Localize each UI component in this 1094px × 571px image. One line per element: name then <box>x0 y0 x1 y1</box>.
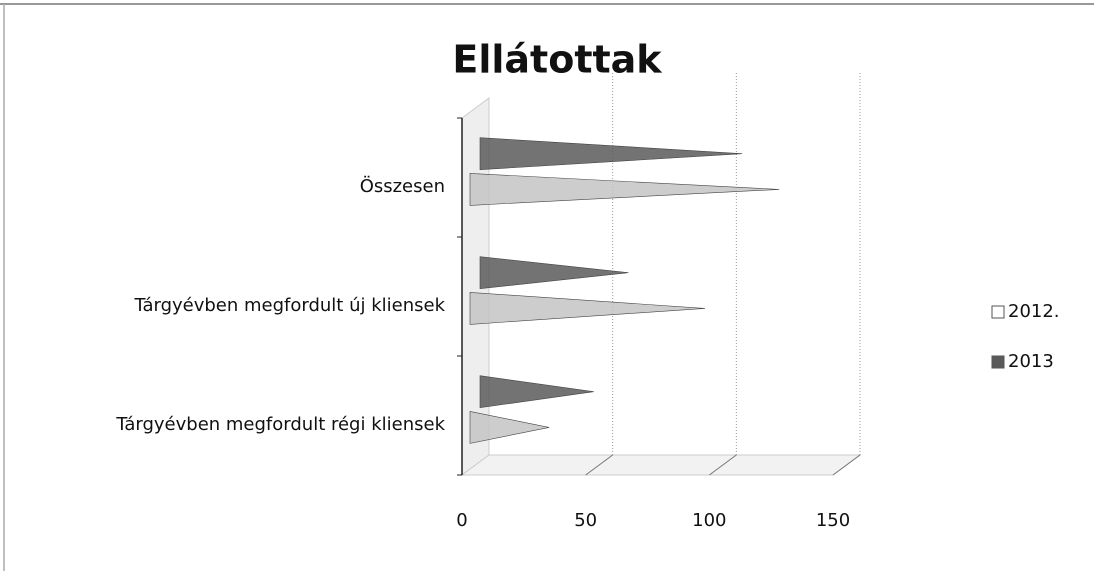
grid-floor-line <box>832 454 861 476</box>
cone <box>479 375 594 409</box>
y-tick-label: Tárgyévben megfordult új kliensek <box>133 295 445 316</box>
legend-label: 2013 <box>1008 351 1054 372</box>
x-tick-label: 150 <box>816 510 850 531</box>
grid-floor-line <box>709 454 737 476</box>
legend-label: 2012. <box>1008 301 1060 322</box>
y-tick-label: Tárgyévben megfordult régi kliensek <box>115 414 445 435</box>
x-tick-label: 50 <box>574 510 597 531</box>
y-tick-label: Összesen <box>360 175 445 197</box>
legend-swatch <box>991 305 1005 319</box>
cone <box>469 292 705 325</box>
cone <box>469 173 780 206</box>
floor <box>460 454 862 476</box>
cone <box>479 137 743 171</box>
chart-title: Ellátottak <box>452 38 662 82</box>
cone <box>479 256 629 290</box>
legend-swatch <box>991 355 1005 369</box>
x-tick-label: 100 <box>692 510 726 531</box>
grid-floor-line <box>585 454 613 476</box>
x-tick-label: 0 <box>456 510 467 531</box>
cone <box>469 411 550 444</box>
